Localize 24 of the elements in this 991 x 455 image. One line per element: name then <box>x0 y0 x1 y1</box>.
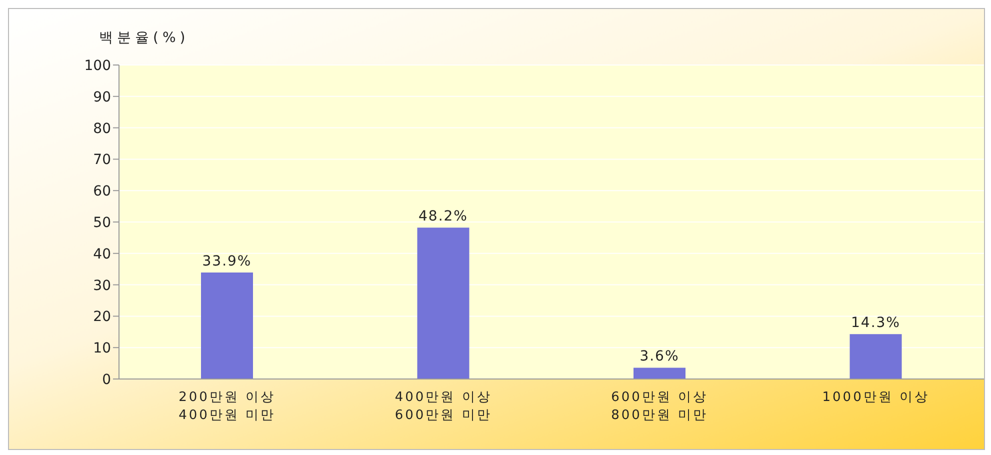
bar <box>850 334 902 379</box>
y-tick-label: 60 <box>93 184 111 200</box>
bar <box>417 228 470 379</box>
y-tick-label: 100 <box>84 58 111 74</box>
y-tick-label: 50 <box>93 214 111 231</box>
text: 33.9% <box>202 254 252 270</box>
y-tick-label: 20 <box>93 309 111 326</box>
y-axis-title: 백분율(%) <box>99 29 190 47</box>
y-tick-label: 90 <box>93 89 111 106</box>
y-tick-label: 30 <box>93 278 111 294</box>
bar <box>201 272 253 379</box>
x-tick-label: 600만원 이상 800만원 미만 <box>611 390 708 423</box>
x-tick-label: 400만원 이상 600만원 미만 <box>394 390 492 423</box>
y-tick-label: 10 <box>93 340 111 357</box>
text: 3.6% <box>640 348 680 365</box>
y-tick-label: 0 <box>102 372 111 388</box>
text: 14.3% <box>851 315 900 332</box>
y-tick-label: 40 <box>93 246 111 262</box>
text: 48.2% <box>418 208 468 225</box>
x-tick-label: 1000만원 이상 <box>822 390 930 405</box>
bar <box>634 368 686 379</box>
x-tick-label: 200만원 이상 400만원 미만 <box>178 390 276 423</box>
y-tick-label: 80 <box>93 120 111 137</box>
y-tick-label: 70 <box>93 152 111 168</box>
